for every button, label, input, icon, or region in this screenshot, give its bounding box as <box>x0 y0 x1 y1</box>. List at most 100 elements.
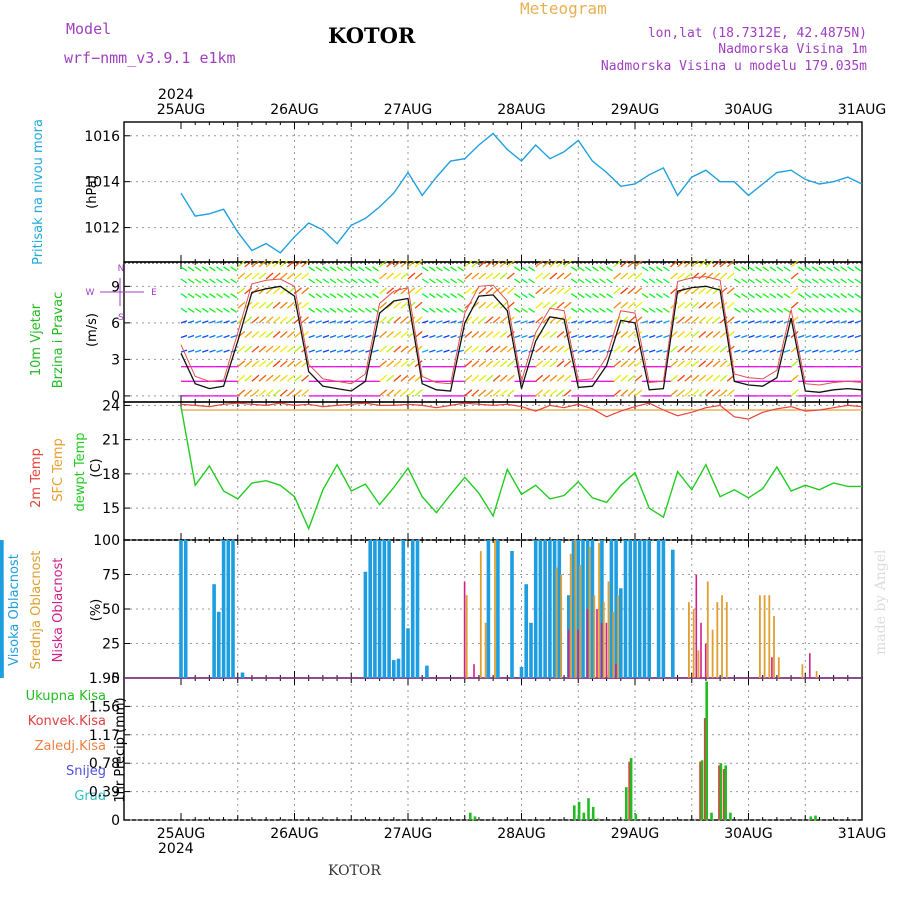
wind-barb <box>805 320 812 324</box>
high-cloud-bar <box>221 540 226 678</box>
wind-barb <box>804 278 812 284</box>
wind-barb <box>790 374 799 382</box>
wind-barb <box>216 266 223 272</box>
wind-barb <box>790 287 799 295</box>
high-cloud-bar <box>368 540 372 678</box>
wind-barb <box>464 301 473 309</box>
wind-barb <box>584 293 592 299</box>
wind-barb <box>365 293 372 299</box>
wind-barb <box>613 316 622 324</box>
wind-barb <box>599 320 606 324</box>
mid-cloud-bar <box>574 540 577 678</box>
wind-barb <box>712 331 721 338</box>
wind-barb <box>379 287 388 295</box>
wind-barb <box>549 287 558 295</box>
wind-barb <box>741 293 748 299</box>
wind-barb <box>670 331 678 338</box>
high-cloud-bar <box>656 540 661 678</box>
wind-barb <box>797 307 805 313</box>
wind-barb <box>734 320 741 324</box>
wind-barb <box>819 307 826 313</box>
wind-barb <box>535 316 544 324</box>
high-cloud-bar <box>557 540 562 678</box>
wind-barb <box>592 266 599 272</box>
x-label-bottom: 28AUG <box>497 826 546 842</box>
wind-barb <box>741 320 748 324</box>
wind-barb <box>322 266 330 272</box>
high-cloud-bar <box>0 540 4 678</box>
wind-barb <box>478 331 487 338</box>
high-cloud-bar <box>543 540 547 678</box>
high-cloud-bar <box>425 665 429 678</box>
wind-barb <box>251 345 260 353</box>
wind-barb <box>350 278 358 284</box>
y-tick-label-clouds: 100 <box>93 533 120 549</box>
wind-barb <box>542 272 551 280</box>
wind-barb <box>648 349 656 353</box>
wind-barb <box>542 389 551 397</box>
wind-barb <box>315 293 323 299</box>
wind-barb <box>811 293 819 299</box>
mid-cloud-bar <box>588 546 591 678</box>
wind-barb <box>514 266 521 272</box>
wind-barb <box>251 301 260 309</box>
wind-barb <box>485 345 494 353</box>
low-cloud-bar <box>695 574 698 678</box>
wind-barb <box>201 278 209 284</box>
y-tick-label-wind: 9 <box>111 279 120 295</box>
wind-barb <box>698 374 707 382</box>
wind-barb <box>400 287 409 295</box>
wind-barb <box>343 349 351 353</box>
wind-barb <box>620 389 629 397</box>
wind-barb <box>343 266 351 272</box>
precip-total-bar <box>573 805 576 820</box>
wind-barb <box>563 360 572 368</box>
wind-barb <box>670 272 678 280</box>
high-cloud-bar <box>647 540 651 678</box>
wind-barb <box>592 278 599 284</box>
wind-barb <box>450 278 457 284</box>
wind-barb <box>202 334 209 339</box>
wind-barb <box>684 287 693 295</box>
x-label-bottom: 27AUG <box>384 826 433 842</box>
wind-barb <box>705 374 714 382</box>
wind-barb <box>592 334 599 339</box>
wind-barb <box>216 278 223 284</box>
wind-barb <box>556 345 565 353</box>
wind-barb <box>485 360 494 368</box>
wind-barb <box>265 345 274 353</box>
wind-barb <box>258 260 267 268</box>
legend-convective-rain: Konvek.Kisa <box>28 714 106 729</box>
wind-barb <box>485 260 494 268</box>
wind-barb <box>854 320 862 324</box>
wind-barb <box>634 360 643 368</box>
high-cloud-bar <box>661 540 666 678</box>
high-cloud-bar <box>637 540 642 678</box>
wind-barb <box>755 278 762 284</box>
wind-barb <box>230 266 238 272</box>
wind-barb <box>755 307 762 313</box>
wind-barb <box>436 320 443 324</box>
pressure-line <box>180 132 863 254</box>
wind-barb <box>301 272 310 280</box>
wind-barb <box>620 374 629 382</box>
wind-barb <box>847 266 855 272</box>
wind-barb <box>265 272 274 280</box>
wind-barb <box>492 331 501 338</box>
high-cloud-bar <box>183 540 188 678</box>
y-tick-label-wind: 6 <box>111 316 120 332</box>
x-label-bottom: 30AUG <box>724 826 773 842</box>
low-cloud-bar <box>615 664 617 678</box>
wind-barb <box>230 293 238 299</box>
wind-barb <box>826 334 833 339</box>
footer-label: KOTOR <box>328 863 381 879</box>
wind-barb <box>698 260 707 268</box>
wind-barb <box>528 320 535 324</box>
wind-barb <box>315 334 323 339</box>
wind-barb <box>712 360 721 368</box>
wind-barb <box>258 374 267 382</box>
high-cloud-bar <box>581 540 585 678</box>
wind-barb <box>286 287 295 295</box>
ylabel-temp2m: 2m Temp <box>29 448 44 508</box>
wind-barb <box>372 293 379 299</box>
